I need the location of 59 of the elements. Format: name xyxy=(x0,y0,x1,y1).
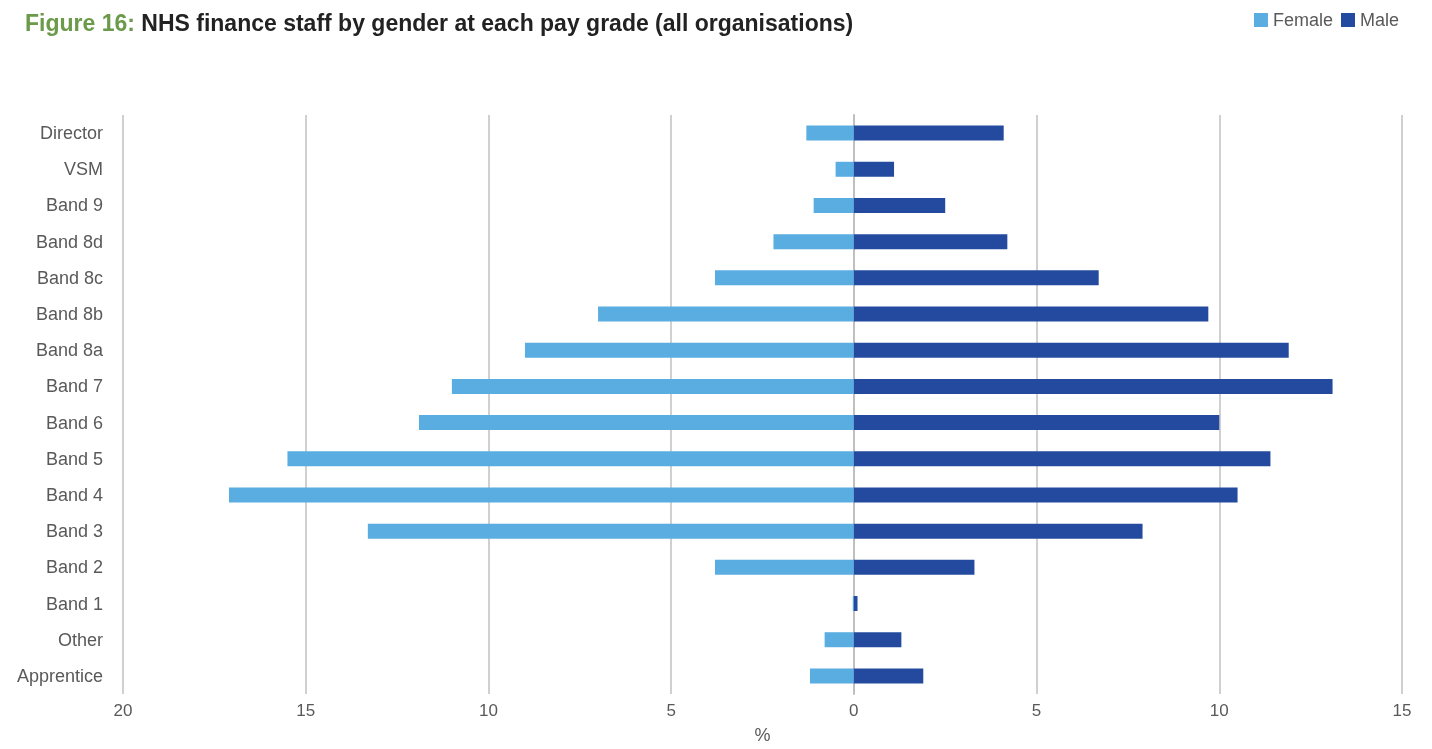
x-tick-label: 10 xyxy=(478,701,498,720)
bar xyxy=(598,306,854,322)
y-tick-label: Other xyxy=(57,629,103,650)
x-axis-title: % xyxy=(754,725,771,745)
x-tick-label: 5 xyxy=(666,701,676,720)
y-tick-label: Band 3 xyxy=(45,521,103,542)
y-tick-label: Band 8d xyxy=(35,231,103,252)
chart-title: Figure 16: NHS finance staff by gender at each pay grade (all organisations) xyxy=(25,9,854,36)
bar xyxy=(824,632,854,648)
y-tick-label: Band 5 xyxy=(45,448,103,469)
bar xyxy=(714,270,854,286)
x-tick-label: 10 xyxy=(1209,701,1229,720)
bar xyxy=(835,161,854,177)
bar xyxy=(806,125,854,141)
bar xyxy=(853,306,1209,322)
bar xyxy=(773,234,854,250)
x-tick-label: 15 xyxy=(1392,701,1412,720)
bar xyxy=(853,342,1289,358)
bar xyxy=(419,415,854,431)
bar xyxy=(853,161,895,177)
bar xyxy=(853,632,902,648)
y-tick-label: Band 7 xyxy=(45,376,103,397)
bar xyxy=(813,197,854,213)
y-tick-label: Band 8c xyxy=(36,267,103,288)
bar xyxy=(853,523,1143,539)
x-tick-label: 0 xyxy=(849,701,859,720)
y-tick-label: Band 6 xyxy=(45,412,103,433)
y-tick-label: Apprentice xyxy=(16,665,103,686)
y-tick-label: Director xyxy=(39,123,103,144)
bar xyxy=(853,378,1333,394)
bar xyxy=(810,668,854,684)
bar xyxy=(853,234,1008,250)
y-tick-label: Band 8a xyxy=(35,340,104,361)
bar xyxy=(853,270,1099,286)
y-tick-label: Band 4 xyxy=(45,484,103,505)
bar xyxy=(228,487,854,503)
bar xyxy=(714,559,854,575)
y-tick-label: Band 1 xyxy=(45,593,103,614)
y-tick-label: VSM xyxy=(63,159,103,180)
legend-label: Male xyxy=(1359,10,1399,30)
x-tick-label: 20 xyxy=(113,701,133,720)
bar xyxy=(367,523,854,539)
bar xyxy=(853,596,858,612)
x-tick-label: 15 xyxy=(296,701,316,720)
bar xyxy=(451,378,854,394)
legend-label: Female xyxy=(1272,10,1333,30)
bar xyxy=(853,668,924,684)
bar xyxy=(853,451,1271,467)
bar xyxy=(853,487,1238,503)
y-tick-label: Band 9 xyxy=(45,195,103,216)
x-tick-label: 5 xyxy=(1031,701,1042,720)
y-tick-label: Band 2 xyxy=(45,557,103,578)
bar xyxy=(853,415,1220,431)
bar xyxy=(524,342,854,358)
bar xyxy=(853,197,946,213)
bar xyxy=(853,559,975,575)
bar xyxy=(287,451,854,467)
bar xyxy=(853,125,1004,141)
y-tick-label: Band 8b xyxy=(35,304,103,325)
